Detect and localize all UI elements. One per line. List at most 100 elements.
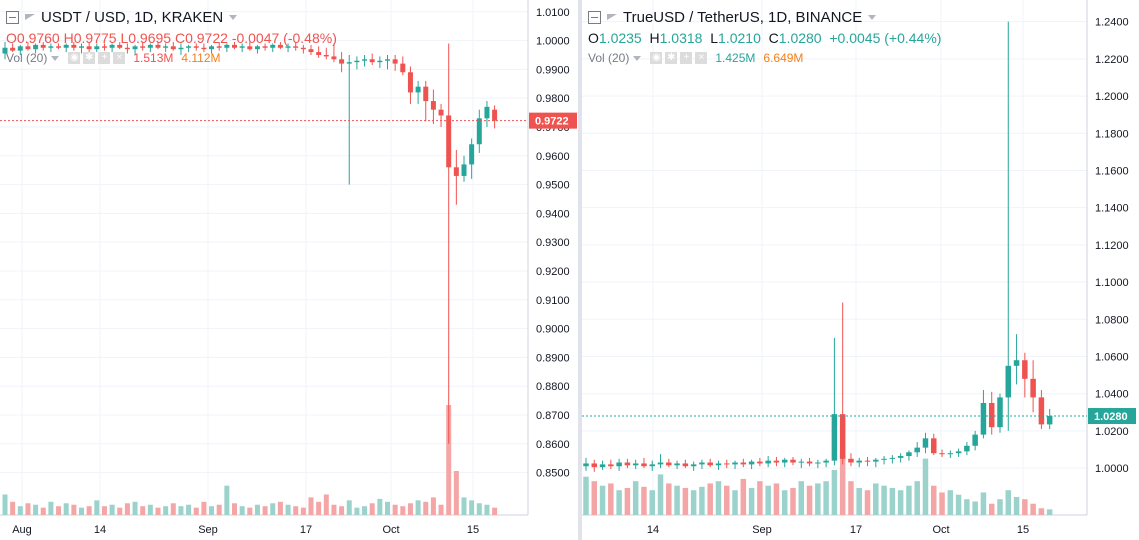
volume-bar [193,507,199,515]
close-icon[interactable]: × [113,52,126,64]
volume-bar [40,507,46,515]
candle-body [881,458,887,460]
usdt-chart-title[interactable]: USDT / USD, 1D, KRAKEN [41,8,224,26]
volume-bar [446,405,452,515]
candle-body [124,47,130,50]
volume-bar [254,504,260,515]
volume-bar [476,503,482,515]
candle-body [63,44,69,48]
candle-body [423,86,429,102]
candle-body [757,461,763,464]
volume-bar [616,490,622,515]
volume-bar [599,485,606,515]
y-tick-label: 1.0000 [536,36,570,48]
candle-body [873,459,879,462]
y-tick-label: 1.0100 [536,7,570,19]
volume-bar [707,483,713,515]
tusd-chart-canvas[interactable]: 1.2400 1.2200 1.2000 1.1800 1.1600 1.1400 1.12… [582,0,1139,540]
y-tick-label: 1.0000 [1095,463,1129,475]
candle-body [224,44,230,48]
volume-bar [864,490,871,515]
volume-bar [773,483,780,515]
volume-bar [101,506,107,515]
candle-body [186,46,192,48]
plus-icon[interactable]: + [680,52,693,64]
volume-bar [608,483,614,515]
volume-bar [649,490,655,515]
ohlc-open: 1.0235 [598,30,642,46]
candle-body [438,109,444,116]
candle-body [972,434,978,446]
y-tick-label: 1.1600 [1095,165,1129,177]
volume-label[interactable]: Vol (20) [588,51,630,65]
y-tick-label: 0.9500 [536,180,570,192]
volume-bar [939,492,945,515]
candle-body [798,461,805,463]
candle-body [939,453,945,455]
candle-body [608,464,614,467]
y-tick-label: 1.1000 [1095,277,1129,289]
plus-icon[interactable]: + [98,52,111,64]
volume-bar [270,503,276,515]
chevron-down-icon[interactable] [51,55,60,61]
candle-body [117,44,123,48]
candle-body [293,46,299,48]
collapse-icon[interactable] [588,10,601,24]
candle-body [369,59,375,63]
eye-icon[interactable]: ◉ [650,52,663,64]
candle-body [10,47,16,51]
chevron-down-icon[interactable] [229,14,238,20]
volume-bar [781,490,788,515]
candle-body [56,46,62,48]
flag-icon[interactable] [25,14,35,20]
candle-body [339,59,345,64]
pane-divider[interactable] [578,0,582,540]
candle-body [1022,360,1028,379]
chevron-down-icon[interactable] [633,55,642,61]
usdt-ohlc-legend: O0.9760 H0.9775 L0.9695 C0.9722 -0.0047 … [6,30,337,46]
volume-bar [997,499,1003,515]
flag-icon[interactable] [607,14,617,20]
volume-bar [392,504,398,515]
volume-bar [988,503,995,515]
ohlc-change: +0.0045 (+0.44%) [829,30,942,46]
volume-label[interactable]: Vol (20) [6,51,48,65]
candle-body [980,402,987,435]
y-tick-label: 1.2200 [1095,54,1129,66]
volume-bar [216,504,222,515]
volume-bar [856,487,862,515]
eye-icon[interactable]: ◉ [68,52,81,64]
candle-body [415,86,421,93]
usdt-chart-canvas[interactable]: 1.01001.00000.99000.98000.97000.96000.95… [0,0,578,540]
candle-body [831,414,838,461]
volume-bar [71,504,77,515]
volume-bar [980,492,987,515]
close-icon[interactable]: × [695,52,708,64]
collapse-icon[interactable] [6,10,19,24]
volume-value-2: 4.112M [181,51,221,65]
chart-pane-tusd[interactable]: 1.2400 1.2200 1.2000 1.1800 1.1600 1.1400 1.12… [582,0,1139,540]
volume-bar [906,485,912,515]
volume-bar [346,500,352,515]
volume-bar [48,501,54,515]
gear-icon[interactable]: ✱ [665,52,678,64]
ohlc-close: 1.0280 [778,30,822,46]
volume-bar [124,503,130,515]
x-tick-label: Sep [198,524,218,536]
volume-bar [955,494,962,515]
candle-body [40,44,46,48]
candle-body [599,464,606,468]
candle-body [400,63,406,73]
tusd-chart-title[interactable]: TrueUSD / TetherUS, 1D, BINANCE [623,8,863,26]
volume-value-2: 6.649M [763,51,804,65]
chevron-down-icon[interactable] [868,14,877,20]
volume-bar [1022,499,1028,515]
ohlc-close: 0.9722 [185,30,228,46]
volume-bar [247,507,253,515]
volume-bar [889,487,896,515]
gear-icon[interactable]: ✱ [83,52,96,64]
candle-body [323,54,329,57]
chart-pane-usdt[interactable]: 1.01001.00000.99000.98000.97000.96000.95… [0,0,578,540]
volume-bar [748,487,755,515]
candle-body [649,464,655,467]
